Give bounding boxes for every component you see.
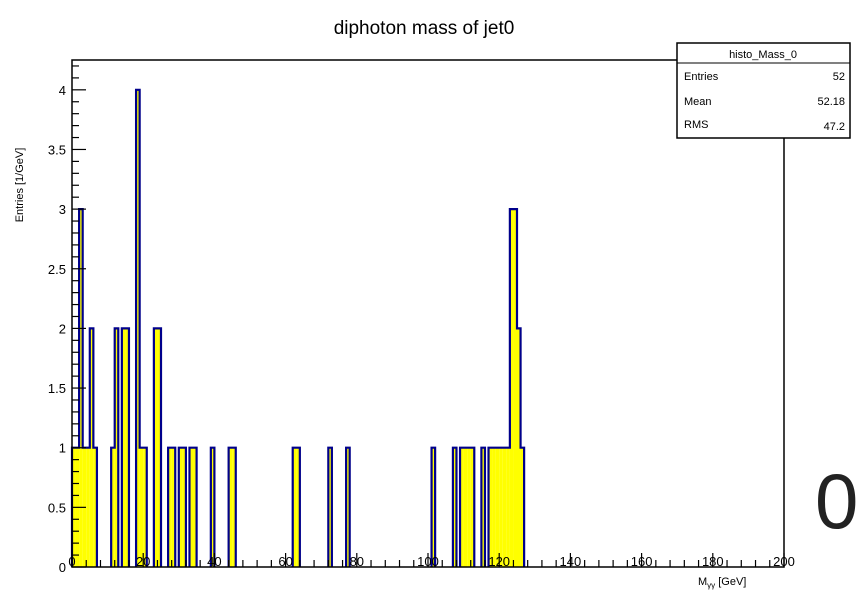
x-tick-label: 120: [488, 554, 510, 569]
histogram-bar: [502, 447, 507, 567]
y-axis-label: Entries [1/GeV]: [14, 148, 26, 223]
stats-entries-value: 52: [833, 71, 845, 83]
x-tick-label: 100: [417, 554, 439, 569]
y-tick-label: 1: [59, 441, 66, 456]
chart-title: diphoton mass of jet0: [334, 18, 515, 39]
x-tick-label: 200: [773, 554, 795, 569]
x-tick-label: 60: [278, 554, 292, 569]
axis-ticks: [71, 65, 785, 568]
histogram-bar: [114, 328, 119, 567]
histogram-bar: [93, 447, 97, 567]
histogram-bar: [506, 447, 510, 567]
y-tick-label: 2: [59, 321, 66, 336]
histogram-bar: [488, 447, 493, 567]
histogram-bar: [470, 447, 475, 567]
x-axis-label: Mγγ [GeV]: [698, 576, 746, 590]
x-tick-labels: 0 20 40 60 80 100 120 140 160 180 200: [68, 554, 794, 569]
histogram-bar: [296, 447, 300, 567]
histogram-bar: [509, 209, 514, 567]
histogram-bars: [70, 88, 526, 567]
x-tick-label: 40: [207, 554, 221, 569]
histogram-bar: [452, 447, 457, 567]
stats-rms-value: 47.2: [824, 121, 845, 133]
y-tick-label: 3.5: [48, 142, 66, 157]
histogram-bar: [492, 447, 496, 567]
stats-mean-value: 52.18: [817, 96, 845, 108]
histogram-bar: [171, 447, 176, 567]
y-tick-labels: 0 0.5 1 1.5 2 2.5 3 3.5 4: [48, 83, 66, 575]
histogram-bar: [157, 328, 161, 567]
histogram-bar: [121, 328, 126, 567]
histogram-bar: [143, 447, 147, 567]
histogram-bar: [189, 447, 194, 567]
histogram-bar: [139, 447, 144, 567]
y-tick-label: 1.5: [48, 381, 66, 396]
stats-entries-label: Entries: [684, 71, 719, 83]
edge-glyph: 0: [815, 457, 858, 545]
plot-frame: [71, 59, 785, 568]
stats-box-title: histo_Mass_0: [729, 49, 797, 61]
histogram-bar: [513, 209, 517, 567]
histogram-bar: [481, 447, 485, 567]
y-tick-label: 3: [59, 202, 66, 217]
x-tick-label: 180: [702, 554, 724, 569]
histogram-bar: [182, 447, 186, 567]
stats-mean-label: Mean: [684, 96, 712, 108]
x-tick-label: 80: [350, 554, 364, 569]
y-tick-label: 4: [59, 83, 66, 98]
histogram-bar: [495, 447, 500, 567]
x-tick-label: 0: [68, 554, 75, 569]
stats-rms-label: RMS: [684, 119, 708, 131]
histogram-bar: [463, 447, 468, 567]
histogram-bar: [86, 447, 90, 567]
histogram-bar: [520, 447, 525, 567]
histogram-bar: [328, 447, 332, 567]
histogram-bar: [153, 328, 158, 567]
x-tick-label: 160: [631, 554, 653, 569]
histogram-bar: [517, 328, 521, 567]
histogram-bar: [292, 447, 297, 567]
histogram-bar: [210, 447, 215, 567]
histogram-bar: [111, 447, 115, 567]
histogram-bar: [467, 447, 471, 567]
histogram-bar: [346, 447, 350, 567]
histogram-bar: [178, 447, 183, 567]
y-tick-label: 2.5: [48, 262, 66, 277]
histogram-bar: [232, 447, 236, 567]
histogram-bar: [168, 447, 172, 567]
histogram-bar: [431, 447, 436, 567]
histogram-bar: [125, 328, 129, 567]
stats-box: histo_Mass_0 Entries 52 Mean 52.18 RMS 4…: [676, 42, 851, 139]
histogram-bar: [89, 328, 94, 567]
histogram-bar: [460, 447, 464, 567]
histogram-bar: [136, 89, 140, 567]
histogram-bar: [228, 447, 233, 567]
stats-box-frame: [676, 42, 851, 139]
x-tick-label: 140: [560, 554, 582, 569]
x-tick-label: 20: [136, 554, 150, 569]
y-tick-label: 0.5: [48, 500, 66, 515]
y-tick-label: 0: [59, 560, 66, 575]
histogram-bar: [499, 447, 503, 567]
histogram-bar: [193, 447, 197, 567]
